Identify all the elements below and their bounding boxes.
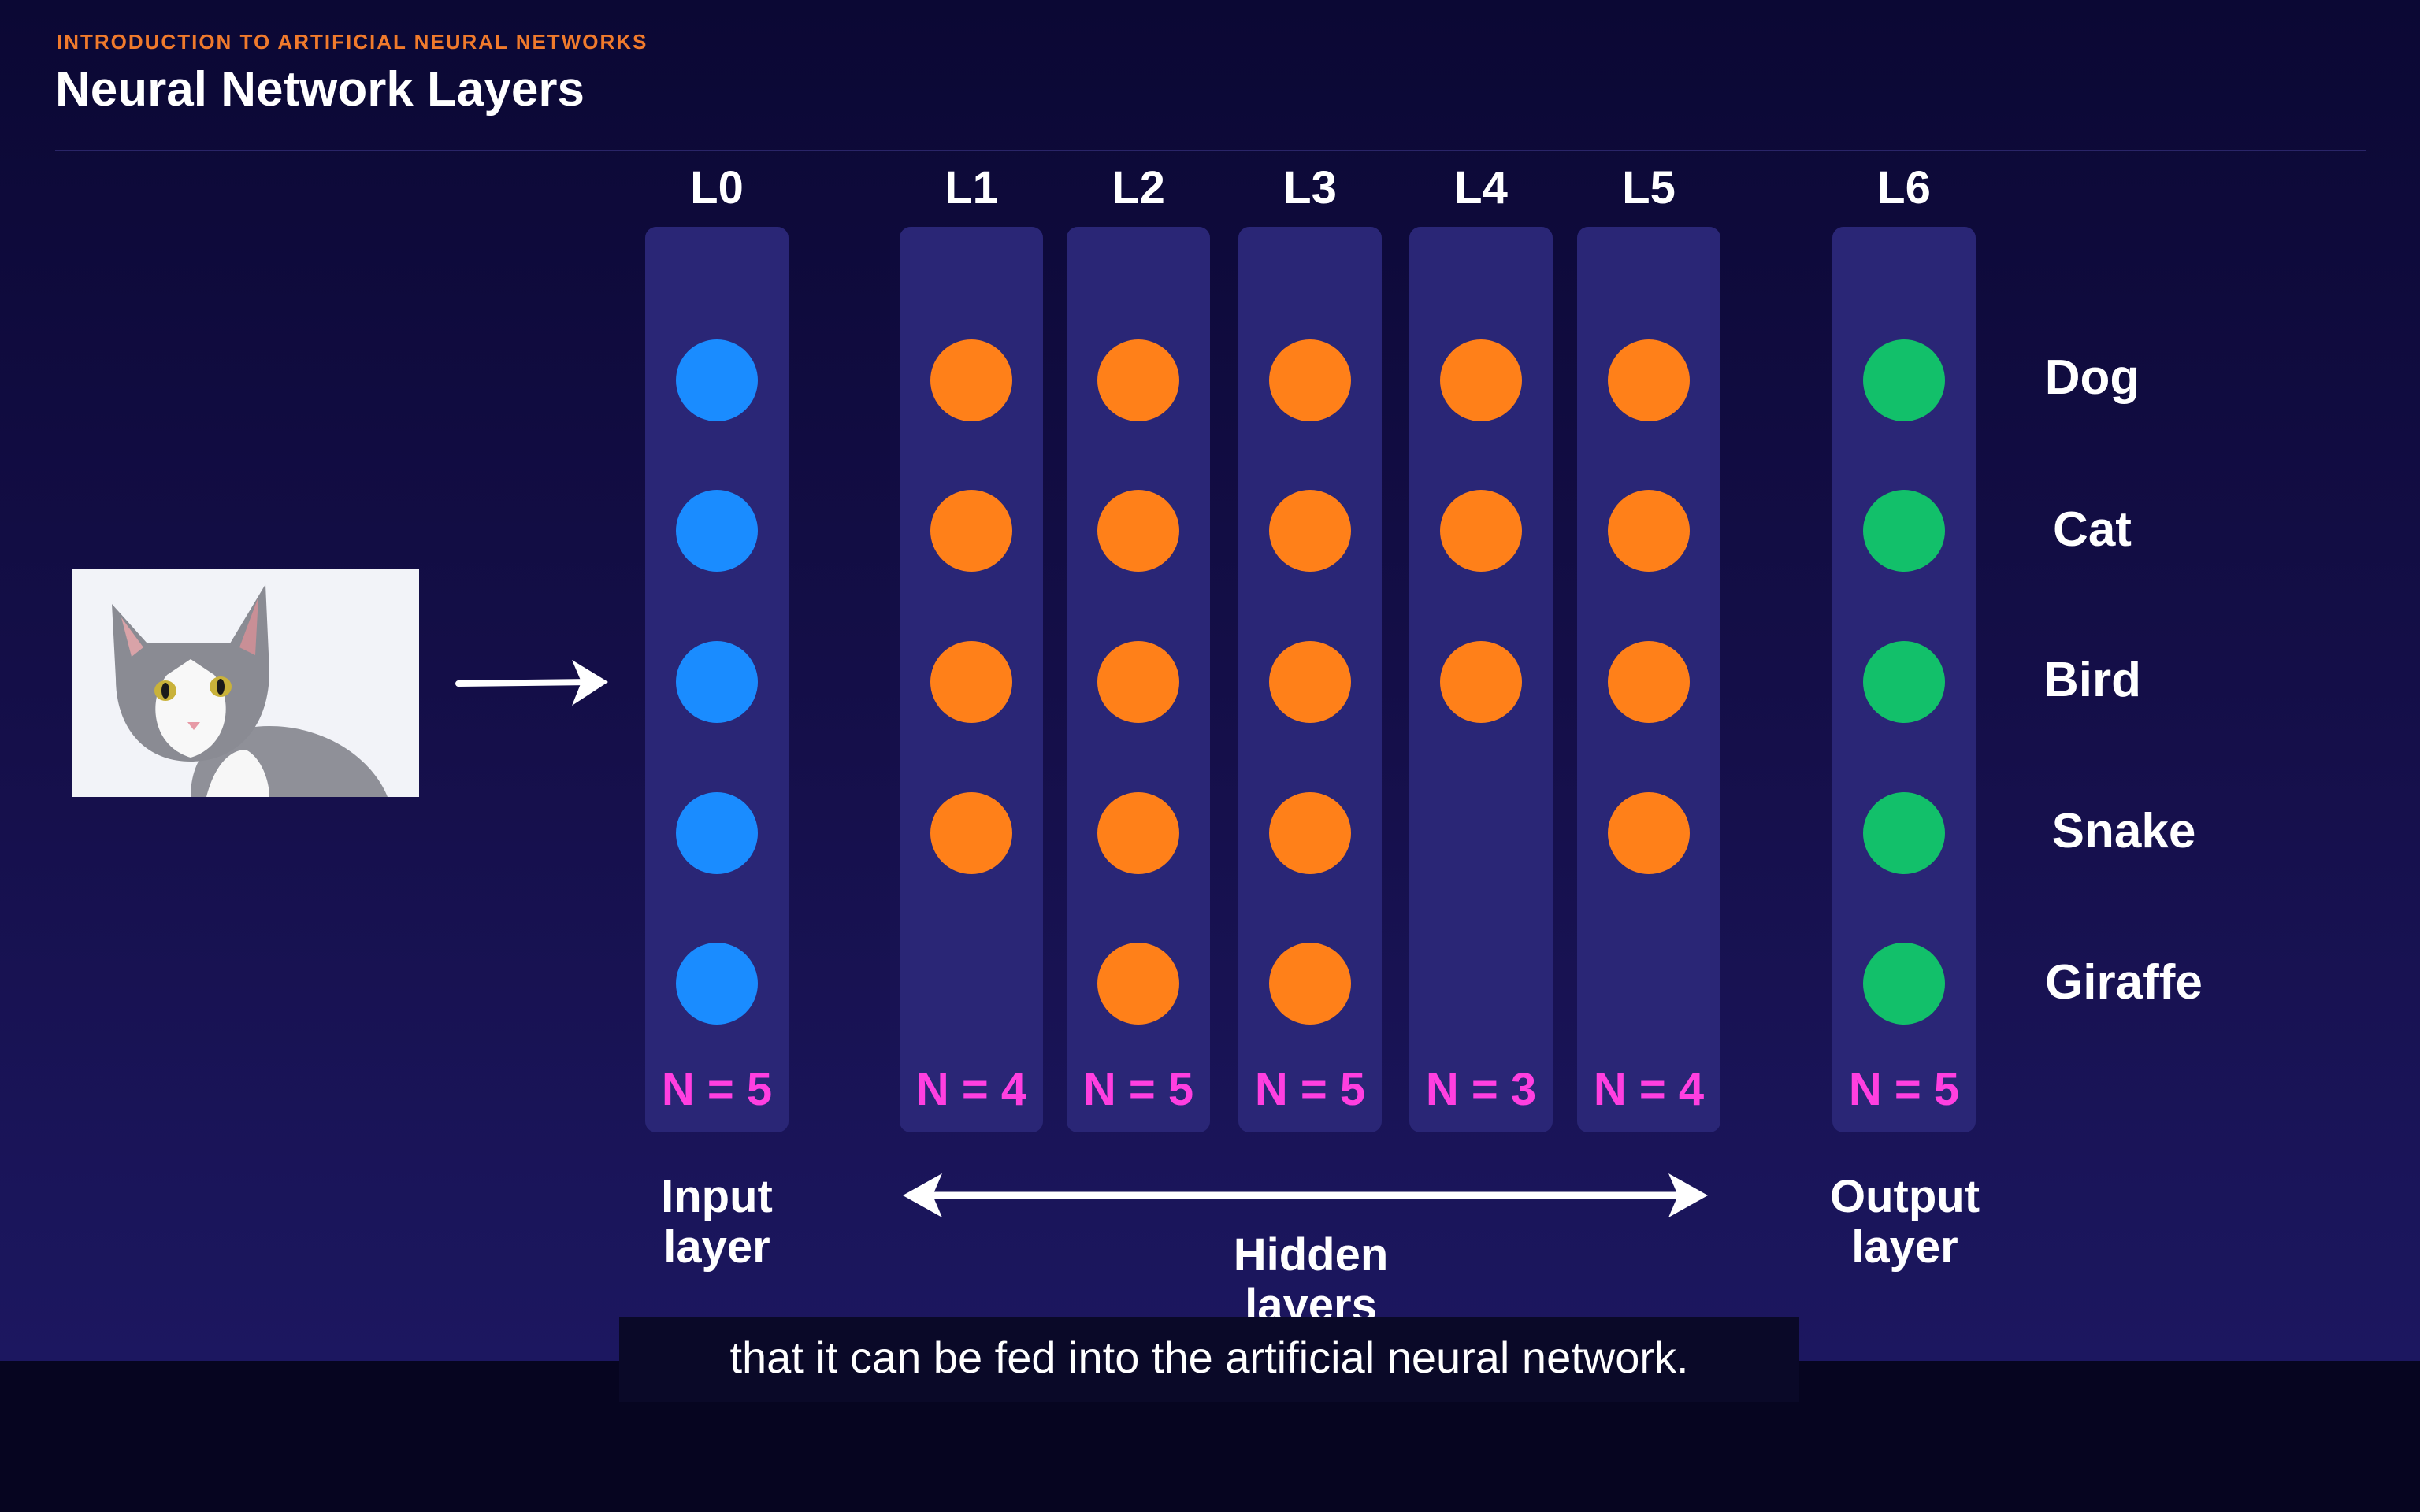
output-layer-caption: Output layer xyxy=(1795,1172,2015,1273)
hidden-neuron xyxy=(930,339,1012,421)
hidden-neuron xyxy=(930,792,1012,874)
output-neuron xyxy=(1863,339,1945,421)
hidden-neuron xyxy=(1269,641,1351,723)
hidden-neuron xyxy=(1269,339,1351,421)
slide-title: Neural Network Layers xyxy=(55,62,585,117)
slide-eyebrow: INTRODUCTION TO ARTIFICIAL NEURAL NETWOR… xyxy=(57,30,648,54)
input-caption-line1: Input xyxy=(661,1171,773,1222)
diagram-arrows xyxy=(455,660,1708,1217)
input-caption-line2: layer xyxy=(663,1221,770,1273)
hidden-caption-line1: Hidden xyxy=(1233,1229,1389,1280)
input-neuron xyxy=(676,792,758,874)
output-neuron xyxy=(1863,943,1945,1025)
layer-label-l0: L0 xyxy=(690,162,744,213)
layer-label-l6: L6 xyxy=(1877,162,1931,213)
output-caption-line1: Output xyxy=(1829,1171,1980,1222)
neuron-count-l3: N = 5 xyxy=(1254,1064,1366,1115)
hidden-neuron xyxy=(1097,943,1179,1025)
output-caption-line2: layer xyxy=(1851,1221,1958,1273)
title-divider xyxy=(55,150,2366,151)
hidden-neuron xyxy=(1440,641,1522,723)
hidden-neuron xyxy=(1097,641,1179,723)
hidden-layers-caption: Hidden layers xyxy=(1201,1230,1421,1331)
neuron-count-l5: N = 4 xyxy=(1593,1064,1705,1115)
input-neuron xyxy=(676,641,758,723)
neuron-count-l1: N = 4 xyxy=(915,1064,1027,1115)
hidden-neuron xyxy=(1269,943,1351,1025)
neuron-count-l6: N = 5 xyxy=(1848,1064,1960,1115)
hidden-neuron xyxy=(930,490,1012,572)
cat-illustration xyxy=(72,569,419,797)
output-neuron xyxy=(1863,792,1945,874)
hidden-neuron xyxy=(1097,490,1179,572)
input-neuron xyxy=(676,339,758,421)
image-to-input-arrow xyxy=(455,660,608,706)
hidden-neuron xyxy=(1097,792,1179,874)
hidden-neuron xyxy=(1097,339,1179,421)
neuron-count-l4: N = 3 xyxy=(1425,1064,1537,1115)
neuron-count-l2: N = 5 xyxy=(1082,1064,1194,1115)
layer-label-l3: L3 xyxy=(1283,162,1337,213)
slide: INTRODUCTION TO ARTIFICIAL NEURAL NETWOR… xyxy=(0,0,2420,1361)
hidden-neuron xyxy=(1608,339,1690,421)
cat-photo xyxy=(72,569,419,797)
output-neuron xyxy=(1863,490,1945,572)
subtitle-caption: that it can be fed into the artificial n… xyxy=(619,1317,1799,1402)
output-label-snake: Snake xyxy=(2051,804,2196,858)
layer-label-l4: L4 xyxy=(1454,162,1508,213)
output-label-giraffe: Giraffe xyxy=(2045,955,2203,1010)
output-label-cat: Cat xyxy=(2053,502,2132,557)
hidden-neuron xyxy=(930,641,1012,723)
hidden-layers-span-arrow xyxy=(903,1173,1708,1217)
output-label-bird: Bird xyxy=(2043,653,2141,707)
hidden-neuron xyxy=(1608,490,1690,572)
hidden-neuron xyxy=(1269,490,1351,572)
hidden-neuron xyxy=(1440,490,1522,572)
input-neuron xyxy=(676,490,758,572)
hidden-neuron xyxy=(1608,641,1690,723)
hidden-neuron xyxy=(1440,339,1522,421)
layer-label-l1: L1 xyxy=(945,162,998,213)
hidden-neuron xyxy=(1608,792,1690,874)
layer-label-l2: L2 xyxy=(1112,162,1165,213)
output-neuron xyxy=(1863,641,1945,723)
input-neuron xyxy=(676,943,758,1025)
input-layer-caption: Input layer xyxy=(607,1172,827,1273)
output-label-dog: Dog xyxy=(2044,350,2140,405)
neuron-count-l0: N = 5 xyxy=(661,1064,773,1115)
layer-label-l5: L5 xyxy=(1622,162,1676,213)
hidden-neuron xyxy=(1269,792,1351,874)
